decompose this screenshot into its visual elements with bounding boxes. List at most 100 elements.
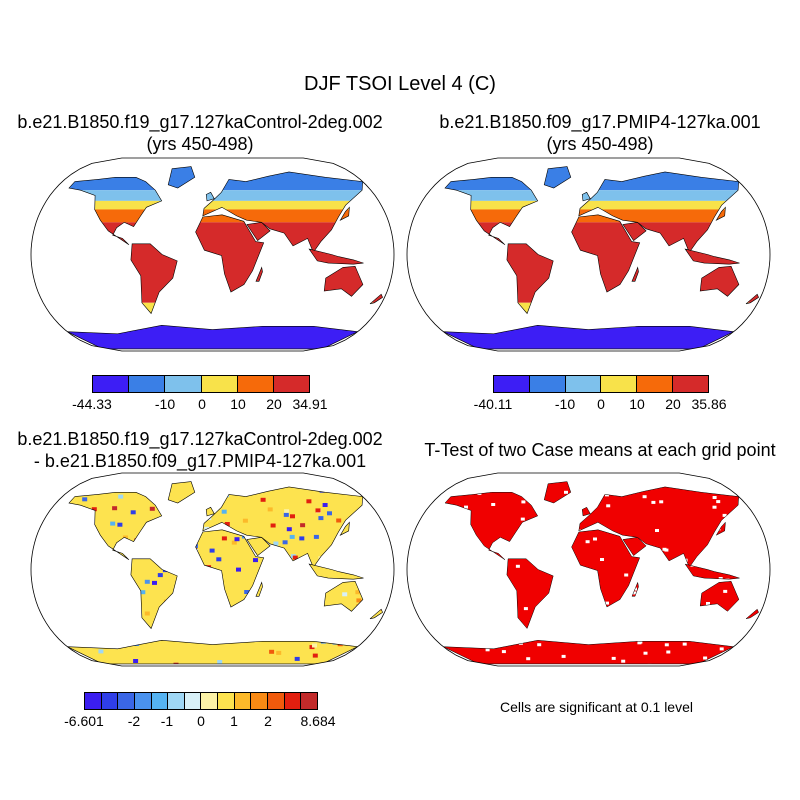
insignificant-cell [415,474,419,477]
difference-cell [385,511,390,515]
difference-cell [75,477,80,481]
difference-cell [144,611,150,616]
difference-cell [380,631,385,635]
difference-cell [157,573,163,578]
arabia-coastline [622,537,647,556]
difference-cell [46,493,51,497]
difference-cell [386,473,391,477]
difference-cell [348,663,353,667]
insignificant-cell [409,626,413,629]
insignificant-cell [765,612,769,615]
difference-cell [359,658,364,662]
insignificant-cell [730,665,734,667]
greenland-coastline [543,166,572,189]
temperature-band [69,200,162,210]
difference-cell [30,647,35,651]
map-outline [30,157,395,352]
difference-cell [51,474,56,478]
difference-cell [43,494,48,498]
land-fill [256,582,263,597]
difference-cell [385,613,390,617]
panel-1-title: b.e21.B1850.f19_g17.127kaControl-2deg.00… [0,111,400,155]
difference-cell [380,514,385,518]
difference-cell [380,645,385,649]
difference-cell [47,499,52,503]
insignificant-cell [419,475,423,478]
australia-coastline [323,580,364,612]
difference-cell [43,665,48,667]
nz-coastline [369,293,383,305]
difference-cell [354,661,359,665]
insignificant-cell [417,632,421,635]
insignificant-cell [769,529,771,532]
difference-cell [45,498,50,502]
difference-cell [42,476,47,480]
panel-2-title-line1: b.e21.B1850.f09_g17.PMIP4-127ka.001 [439,112,761,132]
insignificant-cell [428,478,432,481]
difference-cell [112,506,118,511]
difference-cell [72,482,77,486]
difference-cell [300,666,305,667]
difference-cell [306,499,312,504]
difference-cell [44,480,49,484]
insignificant-cell [722,513,727,517]
insignificant-cell [413,524,417,527]
difference-cell [81,477,86,481]
antarctica-land [443,325,734,349]
difference-cell [45,652,50,656]
difference-cell [75,477,80,481]
insignificant-cell [621,659,626,663]
difference-cell [394,533,395,537]
insignificant-cell [564,490,568,494]
difference-cell [364,475,369,479]
difference-cell [340,663,345,667]
difference-cell [362,665,367,667]
difference-cell [394,477,395,481]
insignificant-cell [445,480,449,483]
insignificant-cell [749,633,753,636]
insignificant-cell [408,473,412,476]
insignificant-cell [747,649,751,652]
difference-cell [64,649,69,653]
insignificant-cell [431,475,435,478]
insignificant-cell [412,620,416,623]
insignificant-cell [425,641,429,644]
difference-cell [36,643,41,647]
japan-coastline [715,206,726,221]
land-fill [340,522,350,536]
difference-cell [326,473,331,477]
insignificant-cell [425,487,429,490]
difference-cell [336,518,342,523]
difference-cell [365,643,370,647]
insignificant-cell [655,529,659,532]
difference-cell [374,632,379,636]
difference-cell [372,485,377,489]
difference-cell [55,651,60,655]
insignificant-cell [713,664,717,667]
insignificant-cell [756,508,760,511]
insignificant-cell [759,622,763,625]
antarctica-coastline [443,324,735,350]
insignificant-cell [749,633,753,636]
difference-cell [294,656,300,661]
insignificant-cell [770,477,771,480]
insignificant-cell [704,662,708,665]
difference-cell [65,658,70,662]
difference-cell [130,510,136,515]
difference-cell [371,487,376,491]
difference-cell [55,642,60,646]
difference-cell [385,502,390,506]
difference-cell [69,663,75,664]
antarctica-coastline [443,640,735,665]
panel-4-title-line1: T-Test of two Case means at each grid po… [424,440,776,460]
difference-cell [75,477,80,481]
difference-cell [80,663,85,667]
difference-cell [378,653,383,657]
difference-cell [244,590,250,594]
difference-cell [234,537,240,542]
insignificant-cell [651,500,656,504]
difference-cell [373,480,378,484]
north-america-coastline [444,492,539,561]
africa-coastline [571,529,641,608]
difference-cell [388,483,393,487]
